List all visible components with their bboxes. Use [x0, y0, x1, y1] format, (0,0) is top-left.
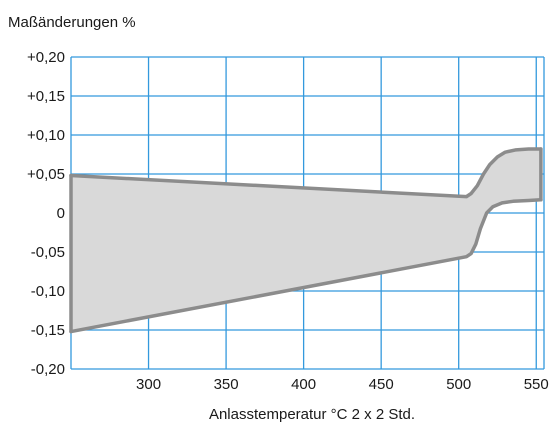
- band-fill: [71, 149, 541, 332]
- y-tick-label-3: +0,05: [27, 166, 65, 183]
- x-tick-label-2: 400: [291, 376, 316, 393]
- x-tick-label-5: 550: [524, 376, 549, 393]
- y-tick-label-8: -0,20: [31, 361, 65, 378]
- y-tick-label-6: -0,10: [31, 283, 65, 300]
- x-tick-label-4: 500: [446, 376, 471, 393]
- y-tick-label-7: -0,15: [31, 322, 65, 339]
- x-axis-title: Anlasstemperatur °C 2 x 2 Std.: [209, 406, 415, 423]
- x-tick-label-1: 350: [214, 376, 239, 393]
- y-tick-label-1: +0,15: [27, 88, 65, 105]
- x-tick-label-0: 300: [136, 376, 161, 393]
- y-axis-ticks: +0,20 +0,15 +0,10 +0,05 0 -0,05 -0,10 -0,15 -0,2…: [27, 49, 65, 378]
- y-tick-label-4: 0: [57, 205, 65, 222]
- y-tick-label-2: +0,10: [27, 127, 65, 144]
- tolerance-band: [69, 147, 543, 334]
- chart-title: Maßänderungen %: [8, 14, 136, 31]
- band-lower-line: [69, 197, 543, 334]
- x-tick-label-3: 450: [369, 376, 394, 393]
- y-tick-label-5: -0,05: [31, 244, 65, 261]
- band-upper-line: [69, 147, 543, 199]
- y-tick-label-0: +0,20: [27, 49, 65, 66]
- x-axis-ticks: 300 350 400 450 500 550: [136, 376, 549, 393]
